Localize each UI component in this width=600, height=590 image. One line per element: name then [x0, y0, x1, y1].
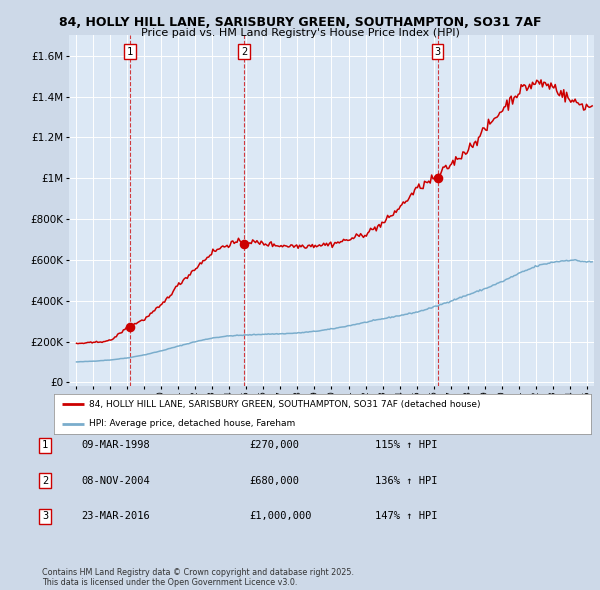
- Text: 3: 3: [434, 47, 441, 57]
- Text: HPI: Average price, detached house, Fareham: HPI: Average price, detached house, Fare…: [89, 419, 295, 428]
- Text: 2: 2: [42, 476, 48, 486]
- Text: 23-MAR-2016: 23-MAR-2016: [81, 512, 150, 521]
- Point: [125, 323, 135, 332]
- Text: 115% ↑ HPI: 115% ↑ HPI: [375, 441, 437, 450]
- Text: 09-MAR-1998: 09-MAR-1998: [81, 441, 150, 450]
- Text: £680,000: £680,000: [249, 476, 299, 486]
- Text: £270,000: £270,000: [249, 441, 299, 450]
- Text: 3: 3: [42, 512, 48, 521]
- Text: 1: 1: [42, 441, 48, 450]
- Text: £1,000,000: £1,000,000: [249, 512, 311, 521]
- Text: 08-NOV-2004: 08-NOV-2004: [81, 476, 150, 486]
- Text: 147% ↑ HPI: 147% ↑ HPI: [375, 512, 437, 521]
- Point: [239, 239, 248, 248]
- Text: 84, HOLLY HILL LANE, SARISBURY GREEN, SOUTHAMPTON, SO31 7AF: 84, HOLLY HILL LANE, SARISBURY GREEN, SO…: [59, 16, 541, 29]
- Text: 84, HOLLY HILL LANE, SARISBURY GREEN, SOUTHAMPTON, SO31 7AF (detached house): 84, HOLLY HILL LANE, SARISBURY GREEN, SO…: [89, 400, 481, 409]
- Text: 2: 2: [241, 47, 247, 57]
- Text: 1: 1: [127, 47, 133, 57]
- Text: Price paid vs. HM Land Registry's House Price Index (HPI): Price paid vs. HM Land Registry's House …: [140, 28, 460, 38]
- Text: 136% ↑ HPI: 136% ↑ HPI: [375, 476, 437, 486]
- Point: [433, 173, 442, 183]
- Text: Contains HM Land Registry data © Crown copyright and database right 2025.
This d: Contains HM Land Registry data © Crown c…: [42, 568, 354, 587]
